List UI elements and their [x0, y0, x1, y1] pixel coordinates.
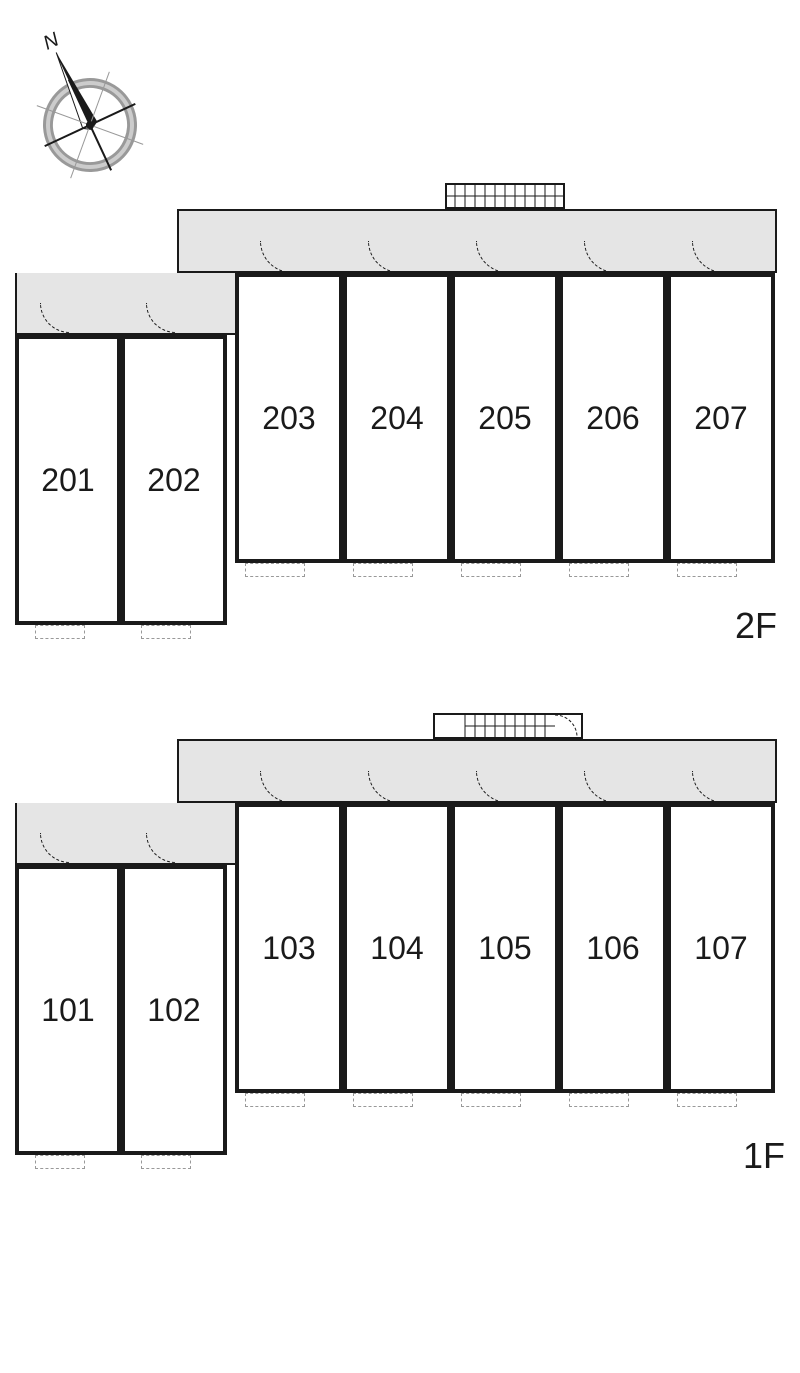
balcony: [35, 1155, 85, 1169]
unit-label: 106: [586, 930, 639, 967]
balcony: [35, 625, 85, 639]
floorplan-2f: 203 204 205 206 207 201 202 2F: [15, 195, 785, 665]
balcony: [245, 563, 305, 577]
unit-label: 104: [370, 930, 423, 967]
unit-105: 105: [451, 803, 559, 1093]
unit-label: 206: [586, 400, 639, 437]
unit-207: 207: [667, 273, 775, 563]
unit-label: 105: [478, 930, 531, 967]
balcony: [461, 563, 521, 577]
floor-label-1f: 1F: [743, 1135, 785, 1177]
unit-label: 201: [41, 462, 94, 499]
unit-label: 207: [694, 400, 747, 437]
floor-container-1f: 103 104 105 106 107 101 102 1F: [15, 725, 785, 1195]
balcony: [569, 1093, 629, 1107]
balcony: [353, 1093, 413, 1107]
compass-rose: N: [20, 15, 160, 195]
balcony: [677, 563, 737, 577]
unit-label: 101: [41, 992, 94, 1029]
balcony: [141, 1155, 191, 1169]
stairs-2f: [445, 183, 565, 209]
unit-label: 203: [262, 400, 315, 437]
compass-svg: N: [20, 15, 160, 195]
unit-205: 205: [451, 273, 559, 563]
balcony: [461, 1093, 521, 1107]
balcony: [141, 625, 191, 639]
unit-label: 202: [147, 462, 200, 499]
balcony: [569, 563, 629, 577]
unit-202: 202: [121, 335, 227, 625]
unit-label: 204: [370, 400, 423, 437]
floorplan-1f: 103 104 105 106 107 101 102 1F: [15, 725, 785, 1195]
unit-203: 203: [235, 273, 343, 563]
unit-label: 103: [262, 930, 315, 967]
unit-label: 102: [147, 992, 200, 1029]
unit-201: 201: [15, 335, 121, 625]
unit-104: 104: [343, 803, 451, 1093]
unit-label: 205: [478, 400, 531, 437]
balcony: [353, 563, 413, 577]
unit-106: 106: [559, 803, 667, 1093]
floor-label-2f: 2F: [735, 605, 777, 647]
stairs-1f: [433, 713, 583, 739]
unit-101: 101: [15, 865, 121, 1155]
balcony: [245, 1093, 305, 1107]
balcony: [677, 1093, 737, 1107]
unit-206: 206: [559, 273, 667, 563]
unit-102: 102: [121, 865, 227, 1155]
unit-107: 107: [667, 803, 775, 1093]
unit-204: 204: [343, 273, 451, 563]
svg-text:N: N: [40, 28, 63, 54]
floor-container-2f: 203 204 205 206 207 201 202 2F: [15, 195, 785, 665]
unit-label: 107: [694, 930, 747, 967]
unit-103: 103: [235, 803, 343, 1093]
